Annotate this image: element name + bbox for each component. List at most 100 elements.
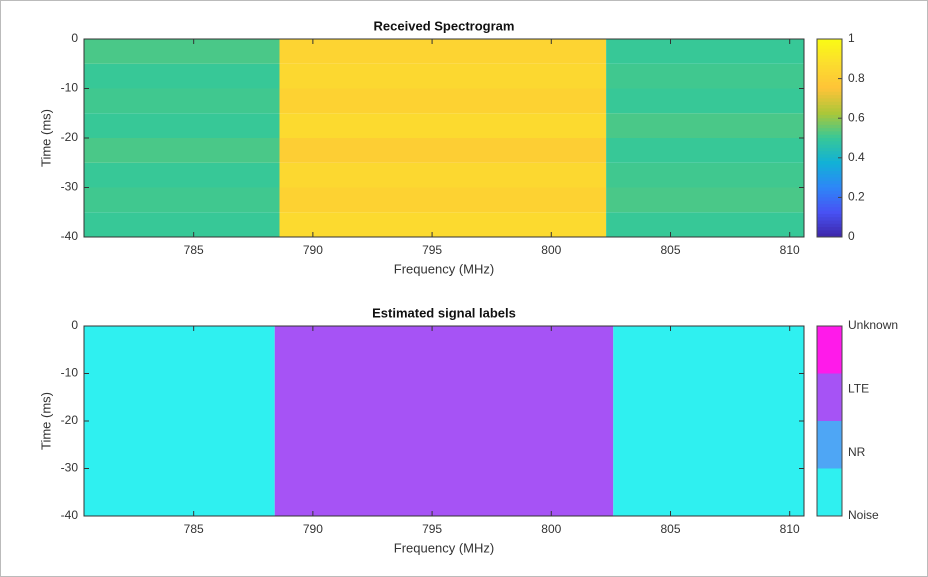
colorbar-slice bbox=[817, 138, 842, 142]
heatmap-cell bbox=[84, 88, 280, 114]
x-tick-label: 785 bbox=[184, 243, 204, 257]
colorbar-slice bbox=[817, 48, 842, 53]
heatmap-cell bbox=[279, 63, 607, 89]
colorbar-slice bbox=[817, 52, 842, 56]
colorbar-frame bbox=[816, 325, 843, 517]
colorbar-slice bbox=[817, 161, 842, 165]
colorbar-slice bbox=[817, 78, 842, 83]
heatmap-cell bbox=[84, 138, 280, 163]
colorbar-swatch bbox=[817, 326, 842, 374]
heatmap-cell bbox=[279, 212, 607, 237]
colorbar-slice bbox=[817, 55, 842, 60]
x-axis-label: Frequency (MHz) bbox=[394, 261, 494, 276]
colorbar-slice bbox=[817, 121, 842, 126]
heatmap-cell bbox=[84, 187, 280, 213]
colorbar-class-label: NR bbox=[848, 445, 866, 459]
colorbar-slice bbox=[817, 95, 842, 99]
colorbar-slice bbox=[817, 108, 842, 113]
colorbar-slice bbox=[817, 151, 842, 155]
x-tick-label: 790 bbox=[303, 522, 323, 536]
heatmap-cell bbox=[279, 113, 607, 138]
colorbar-slice bbox=[817, 111, 842, 116]
colorbar-swatch bbox=[817, 468, 842, 516]
x-axis-label: Frequency (MHz) bbox=[394, 540, 494, 555]
colorbar-slice bbox=[817, 157, 842, 162]
colorbar-slice bbox=[817, 45, 842, 50]
colorbar-slice bbox=[817, 75, 842, 80]
colorbar-slice bbox=[817, 65, 842, 70]
label-region bbox=[84, 326, 275, 516]
colorbar-tick-label: 0.2 bbox=[848, 190, 865, 204]
colorbar-slice bbox=[817, 147, 842, 152]
colorbar-slice bbox=[817, 187, 842, 192]
colorbar-class-label: Unknown bbox=[848, 318, 898, 332]
heatmap-cell bbox=[606, 138, 804, 163]
colorbar-swatch bbox=[817, 421, 842, 469]
chart-title: Received Spectrogram bbox=[374, 18, 515, 33]
heatmap-cell bbox=[606, 63, 804, 89]
colorbar-slice bbox=[817, 174, 842, 179]
y-tick-label: 0 bbox=[71, 31, 78, 45]
colorbar-slice bbox=[817, 141, 842, 146]
y-tick-label: -10 bbox=[61, 366, 79, 380]
y-axis-label: Time (ms) bbox=[38, 392, 53, 450]
y-tick-label: -30 bbox=[61, 461, 79, 475]
heatmap-cell bbox=[84, 39, 280, 64]
heatmap-cell bbox=[279, 187, 607, 213]
colorbar-slice bbox=[817, 124, 842, 129]
colorbar-slice bbox=[817, 217, 842, 221]
colorbar-slice bbox=[817, 81, 842, 86]
x-tick-label: 790 bbox=[303, 243, 323, 257]
x-tick-label: 795 bbox=[422, 243, 442, 257]
y-axis-label: Time (ms) bbox=[38, 109, 53, 167]
colorbar-slice bbox=[817, 42, 842, 47]
colorbar-slice bbox=[817, 91, 842, 96]
colorbar-tick-label: 0.8 bbox=[848, 71, 865, 85]
colorbar-slice bbox=[817, 210, 842, 215]
colorbar-frame bbox=[816, 38, 843, 238]
y-tick-label: -20 bbox=[61, 413, 79, 427]
x-tick-label: 805 bbox=[660, 243, 680, 257]
x-tick-label: 810 bbox=[780, 243, 800, 257]
heatmap-cell bbox=[606, 187, 804, 213]
x-tick-label: 795 bbox=[422, 522, 442, 536]
colorbar-slice bbox=[817, 39, 842, 43]
colorbar-slice bbox=[817, 204, 842, 208]
heatmap-cell bbox=[279, 88, 607, 114]
heatmap-cell bbox=[279, 162, 607, 188]
colorbar-swatch bbox=[817, 373, 842, 421]
colorbar-slice bbox=[817, 227, 842, 231]
heatmap-cell bbox=[606, 88, 804, 114]
colorbar-tick-label: 0.4 bbox=[848, 150, 865, 164]
colorbar-slice bbox=[817, 164, 842, 169]
label-region bbox=[274, 326, 614, 516]
x-tick-label: 800 bbox=[541, 522, 561, 536]
colorbar-slice bbox=[817, 98, 842, 103]
colorbar-slice bbox=[817, 167, 842, 172]
colorbar-slice bbox=[817, 105, 842, 109]
colorbar-slice bbox=[817, 72, 842, 76]
colorbar-slice bbox=[817, 194, 842, 198]
colorbar-slice bbox=[817, 207, 842, 212]
label-region bbox=[613, 326, 804, 516]
colorbar-slice bbox=[817, 144, 842, 149]
colorbar-slice bbox=[817, 220, 842, 225]
colorbar-slice bbox=[817, 233, 842, 238]
colorbar-class-label: Noise bbox=[848, 508, 879, 522]
heatmap-cell bbox=[606, 39, 804, 64]
colorbar-tick-label: 1 bbox=[848, 31, 855, 45]
colorbar-slice bbox=[817, 118, 842, 122]
colorbar-slice bbox=[817, 68, 842, 73]
y-tick-label: -30 bbox=[61, 180, 79, 194]
colorbar-slice bbox=[817, 200, 842, 205]
heatmap-cell bbox=[606, 162, 804, 188]
colorbar-slice bbox=[817, 213, 842, 218]
heatmap-cell bbox=[606, 212, 804, 237]
colorbar-slice bbox=[817, 128, 842, 132]
y-tick-label: -10 bbox=[61, 81, 79, 95]
heatmap-cell bbox=[84, 162, 280, 188]
colorbar-slice bbox=[817, 62, 842, 66]
colorbar-slice bbox=[817, 223, 842, 228]
colorbar-slice bbox=[817, 171, 842, 175]
